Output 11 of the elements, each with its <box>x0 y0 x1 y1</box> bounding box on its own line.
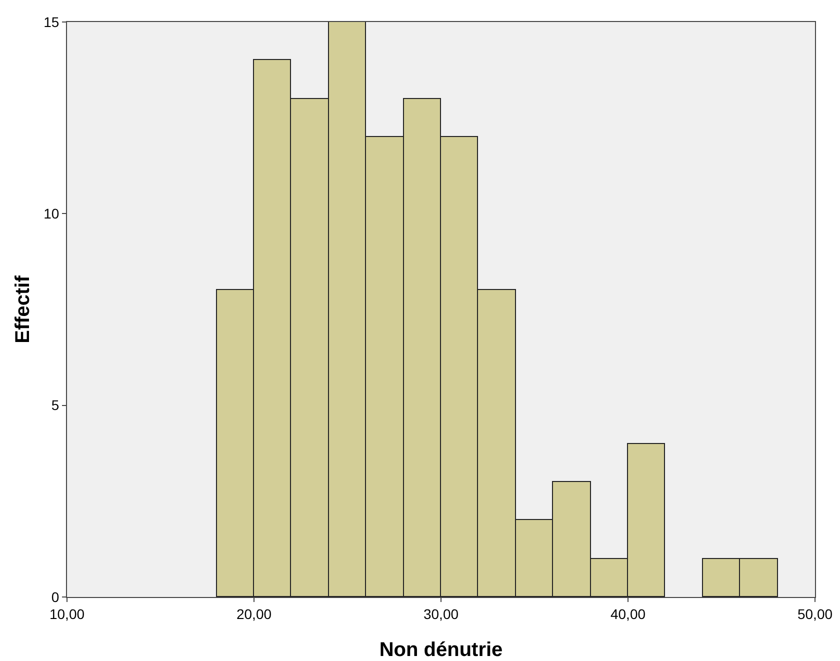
y-tick-label: 0 <box>51 588 60 605</box>
x-tick-label: 30,00 <box>423 606 459 622</box>
x-tick-label: 10,00 <box>49 606 85 622</box>
y-tick-label: 15 <box>44 14 60 30</box>
x-axis-title: Non dénutrie <box>379 639 503 661</box>
y-tick-label: 10 <box>44 206 60 222</box>
x-tick-label: 20,00 <box>236 606 272 622</box>
y-axis-title: Effectif <box>12 275 34 344</box>
x-tick-label: 40,00 <box>610 606 646 622</box>
x-tick-label: 50,00 <box>797 606 833 622</box>
y-tick-label: 5 <box>51 397 60 414</box>
